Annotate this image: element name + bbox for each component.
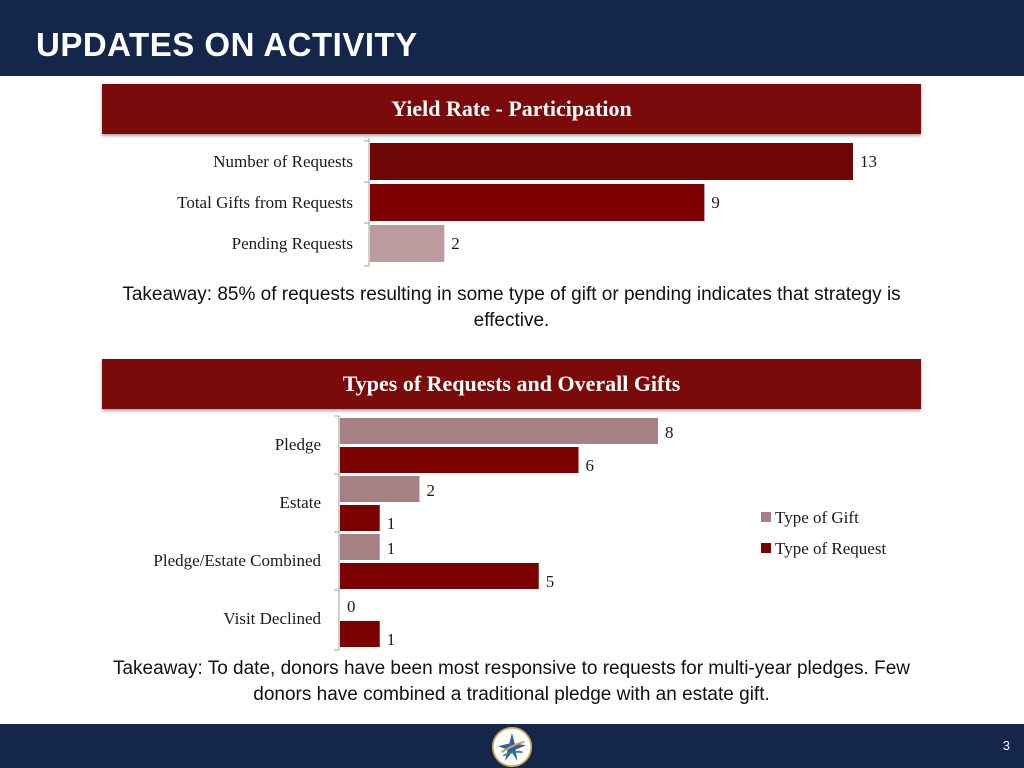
chart2-bar (340, 476, 420, 502)
chart2-value-label: 1 (387, 514, 396, 533)
page-number: 3 (1002, 738, 1010, 753)
chart2-value-label: 2 (427, 481, 436, 500)
chart2-bar (340, 447, 579, 473)
chart2-bar (340, 621, 380, 647)
chart1-category-label: Pending Requests (232, 234, 353, 253)
chart2-value-label: 6 (586, 456, 595, 475)
chart1-value-label: 2 (451, 234, 460, 253)
slide-header: UPDATES ON ACTIVITY (0, 0, 1024, 76)
chart1-bar (370, 184, 705, 221)
chart1-value-label: 13 (860, 152, 877, 171)
chart2-legend-swatch (761, 543, 771, 553)
organization-logo-icon (491, 726, 533, 768)
chart2-value-label: 1 (387, 539, 396, 558)
takeaway-second: Takeaway: To date, donors have been most… (112, 658, 911, 705)
chart2-category-label: Pledge/Estate Combined (153, 551, 321, 570)
chart2-bar (340, 534, 380, 560)
chart1-value-label: 9 (711, 193, 720, 212)
chart2-category-label: Visit Declined (223, 609, 321, 628)
request-types-chart: Pledge 8 6 Estate 2 1 Pledge/Estate Combined 1 5… (153, 415, 886, 651)
yield-rate-chart: Number of Requests 13 Total Gifts from Req… (177, 138, 877, 267)
chart2-bar (340, 418, 658, 444)
chart2-legend-label: Type of Request (775, 539, 886, 558)
takeaway-first: Takeaway: 85% of requests resulting in s… (122, 284, 901, 331)
chart1-bar (370, 225, 445, 262)
chart2-legend-swatch (761, 512, 771, 522)
chart2-bar (340, 563, 539, 589)
chart2-legend-label: Type of Gift (775, 508, 859, 527)
chart1-category-label: Number of Requests (213, 152, 353, 171)
slide-title: UPDATES ON ACTIVITY (36, 26, 418, 63)
chart2-value-label: 5 (546, 572, 555, 591)
chart2-title: Types of Requests and Overall Gifts (102, 359, 921, 409)
chart1-bar (370, 143, 853, 180)
chart2-value-label: 0 (347, 597, 356, 616)
chart2-bar (340, 505, 380, 531)
chart1-title: Yield Rate - Participation (102, 84, 921, 134)
chart2-value-label: 8 (665, 423, 674, 442)
chart1-category-label: Total Gifts from Requests (177, 193, 353, 212)
chart2-category-label: Estate (279, 493, 321, 512)
chart2-value-label: 1 (387, 630, 396, 649)
chart2-category-label: Pledge (275, 435, 321, 454)
